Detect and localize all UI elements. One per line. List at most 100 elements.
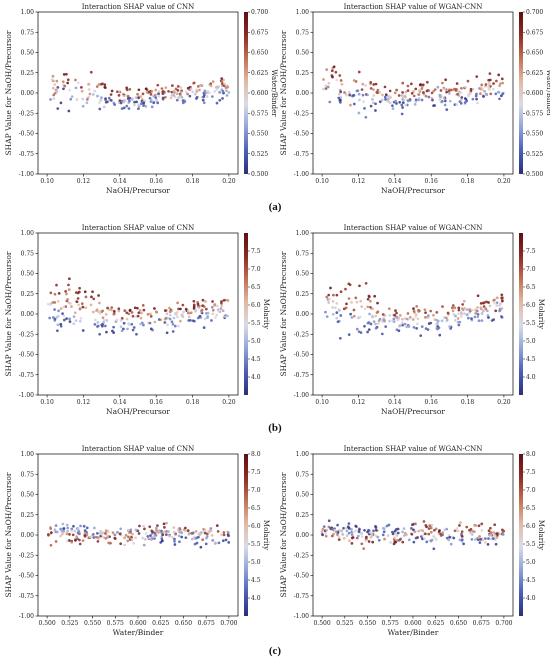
scatter-point [383,95,387,99]
scatter-point [176,528,180,531]
scatter-point [357,111,361,115]
scatter-point [53,91,57,95]
scatter-point [67,539,71,542]
x-tick-label: 0.600 [129,620,146,627]
scatter-point [222,299,226,302]
scatter-point [215,524,219,527]
scatter-point [79,316,83,320]
scatter-point [169,96,173,100]
scatter-point [484,537,487,540]
scatter-point [199,84,202,88]
scatter-point [120,329,124,333]
scatter-point [68,317,71,321]
scatter-point [412,540,416,544]
scatter-point [345,302,348,306]
scatter-point [366,93,369,97]
scatter-point [91,290,94,294]
scatter-point [351,536,355,539]
scatter-point [52,316,55,319]
scatter-point [421,529,425,533]
scatter-point [222,78,225,82]
scatter-point [122,100,126,104]
scatter-point [374,525,377,528]
x-tick-label: 0.575 [107,620,124,627]
scatter-point [191,90,195,94]
scatter-point [130,537,134,541]
colorbar [519,12,523,174]
scatter-point [165,533,168,536]
colorbar-tick-label: 8.0 [251,451,261,458]
scatter-point [135,332,138,336]
scatter-point [199,545,203,549]
scatter-point [48,303,52,306]
scatter-point [394,99,398,103]
scatter-point [487,316,490,319]
scatter-point [209,527,213,530]
x-tick-label: 0.10 [40,399,54,406]
scatter-point [339,290,343,294]
scatter-point [193,319,196,323]
scatter-point [220,300,223,303]
scatter-point [74,86,78,90]
scatter-point [207,530,210,534]
scatter-point [364,84,367,87]
scatter-point [134,528,138,532]
y-tick-label: 0.50 [21,271,35,278]
caption-c: (c) [269,645,282,657]
scatter-point [134,536,137,540]
scatter-point [423,308,427,312]
colorbar-tick-label: 6.5 [526,284,536,291]
scatter-point [360,542,364,546]
scatter-point [123,309,127,312]
scatter-point [225,94,229,97]
scatter-point [430,523,434,527]
colorbar-tick-label: 6.0 [251,302,261,309]
scatter-point [179,307,182,311]
scatter-point [475,75,479,78]
scatter-point [500,315,503,318]
scatter-point [404,90,408,94]
scatter-points [49,70,231,113]
scatter-point [397,316,401,320]
scatter-point [117,309,121,313]
scatter-point [171,535,174,539]
scatter-point [495,79,498,83]
scatter-point [93,526,96,530]
scatter-point [170,93,174,97]
scatter-point [125,317,129,321]
scatter-point [370,314,374,318]
scatter-point [363,107,366,110]
scatter-point [176,301,179,305]
x-tick-label: 0.20 [222,178,236,185]
scatter-point [149,534,152,537]
scatter-point [98,101,101,105]
scatter-point [448,325,451,328]
scatter-point [457,308,461,312]
scatter-point [489,531,493,534]
scatter-point [331,534,334,538]
scatter-point [364,281,368,285]
scatter-point [500,293,504,297]
scatter-point [489,92,493,96]
scatter-point [449,542,453,546]
scatter-point [407,325,411,328]
scatter-point [478,541,482,544]
scatter-point [56,107,60,110]
scatter-point [96,324,100,328]
scatter-point [130,322,134,326]
scatter-point [376,535,380,539]
colorbar-tick-label: 0.575 [251,110,268,117]
scatter-point [355,300,359,304]
y-tick-label: 0.00 [21,532,35,539]
scatter-point [418,83,422,87]
scatter-point [154,310,158,314]
scatter-point [487,529,491,533]
scatter-point [445,536,449,540]
x-tick-label: 0.12 [352,178,366,185]
scatter-point [194,308,198,312]
colorbar-label: Water/Binder [270,69,278,117]
scatter-point [65,530,69,534]
scatter-point [59,534,62,538]
y-axis-label: SHAP Value for NaOH/Precursor [279,30,288,155]
scatter-point [54,540,58,543]
